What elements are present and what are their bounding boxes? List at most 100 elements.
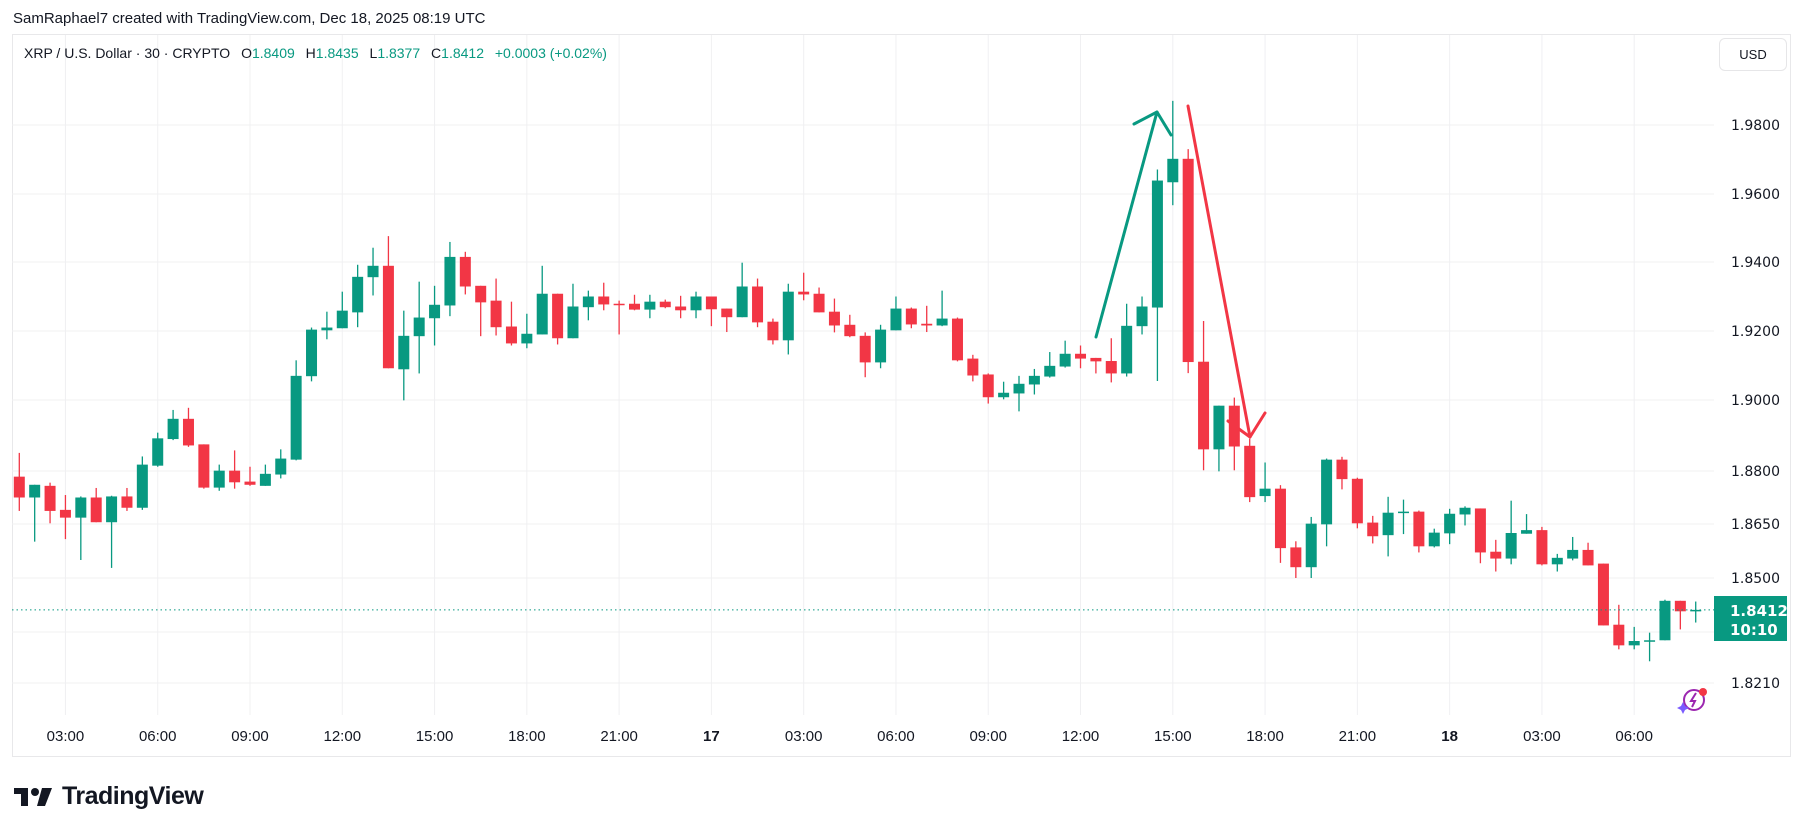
candle-up — [1444, 508, 1456, 545]
candle-body — [505, 326, 517, 344]
currency-button[interactable]: USD — [1719, 38, 1787, 71]
candle-body — [1428, 532, 1440, 547]
candle-body — [1121, 325, 1133, 374]
time-tick-label: 03:00 — [47, 728, 85, 745]
candle-up — [1321, 458, 1333, 547]
tradingview-logo-icon — [14, 787, 52, 806]
candle-up — [1151, 169, 1163, 382]
candle-up — [936, 290, 948, 327]
candle-down — [721, 308, 733, 333]
candle-body — [352, 276, 364, 313]
candle-down — [1582, 542, 1594, 566]
candle-down — [1474, 508, 1486, 564]
candle-down — [475, 285, 487, 337]
candle-body — [1490, 551, 1502, 559]
candle-body — [1474, 508, 1486, 553]
candle-body — [982, 374, 994, 398]
candle-down — [1336, 456, 1348, 490]
close-value: 1.8412 — [441, 45, 484, 61]
arrow-head — [1132, 110, 1173, 137]
candle-body — [1228, 405, 1240, 447]
candle-body — [1336, 459, 1348, 480]
candle-body — [1167, 158, 1179, 183]
candle-body — [1028, 375, 1040, 385]
time-tick-label: 06:00 — [139, 728, 177, 745]
time-tick-label: 06:00 — [877, 728, 915, 745]
symbol-title[interactable]: XRP / U.S. Dollar · 30 · CRYPTO — [24, 45, 231, 61]
candle-body — [444, 256, 456, 306]
candle-body — [782, 291, 794, 341]
candle-body — [1290, 547, 1302, 568]
chart-panel[interactable] — [12, 34, 1791, 757]
candle-up — [275, 449, 287, 479]
candle-body — [321, 327, 333, 331]
candle-body — [813, 293, 825, 313]
candle-up — [1521, 514, 1533, 534]
candle-up — [1459, 506, 1471, 526]
candle-up — [644, 294, 656, 319]
candle-down — [813, 287, 825, 313]
candle-down — [1075, 345, 1087, 369]
price-tick-label: 1.8210 — [1731, 676, 1780, 692]
candle-body — [936, 318, 948, 326]
price-tick-label: 1.8500 — [1731, 571, 1780, 587]
candle-body — [1398, 511, 1409, 514]
candle-body — [844, 324, 856, 337]
candle-up — [890, 296, 902, 331]
candle-body — [859, 335, 871, 363]
candle-up — [1428, 528, 1440, 548]
candle-body — [1521, 530, 1533, 534]
candle-up — [398, 310, 410, 401]
candle-body — [1013, 383, 1025, 394]
candle-body — [1351, 478, 1363, 524]
candle-up — [429, 285, 441, 346]
candle-body — [106, 496, 118, 523]
candle-down — [798, 272, 810, 301]
candle-body — [967, 358, 979, 376]
arrow-shaft — [1094, 110, 1159, 339]
candle-body — [1597, 563, 1609, 626]
candle-body — [567, 306, 579, 339]
candle-body — [336, 310, 348, 329]
time-tick-label: 15:00 — [416, 728, 454, 745]
candle-down — [613, 300, 625, 335]
candle-up — [136, 456, 148, 510]
candle-body — [1305, 523, 1317, 568]
candle-body — [398, 335, 410, 370]
candle-down — [1351, 477, 1363, 529]
candle-up — [1382, 496, 1394, 557]
candle-down — [90, 487, 102, 523]
candle-down — [44, 482, 56, 524]
candle-up — [1659, 599, 1671, 641]
candle-body — [521, 333, 533, 344]
candle-body — [44, 485, 56, 511]
candle-down — [59, 495, 71, 540]
candle-body — [875, 329, 887, 363]
assistant-icon[interactable] — [1677, 688, 1707, 714]
candle-down — [982, 373, 994, 404]
tradingview-logo[interactable]: TradingView — [14, 782, 204, 811]
candle-up — [536, 265, 548, 335]
candle-down — [244, 466, 256, 486]
candle-down — [675, 295, 687, 319]
candle-down — [659, 299, 671, 309]
candle-body — [198, 444, 210, 488]
current-price-value: 1.8412 — [1730, 602, 1788, 620]
price-axis: 1.9800 1.9600 1.9400 1.9200 1.9000 1.8800 1.86… — [1731, 118, 1780, 692]
candle-up — [567, 283, 579, 339]
candle-up — [290, 360, 302, 461]
candle-body — [1459, 507, 1471, 515]
candle-body — [1582, 549, 1594, 566]
candle-down — [921, 305, 933, 333]
candle-down — [459, 251, 471, 295]
price-tick-label: 1.8650 — [1731, 517, 1780, 533]
candle-up — [367, 247, 379, 296]
candle-down — [552, 293, 564, 345]
candle-down — [1674, 600, 1686, 630]
candle-down — [1198, 320, 1210, 471]
candle-up — [306, 327, 318, 382]
candle-body — [1090, 357, 1102, 362]
candle-body — [798, 291, 810, 295]
